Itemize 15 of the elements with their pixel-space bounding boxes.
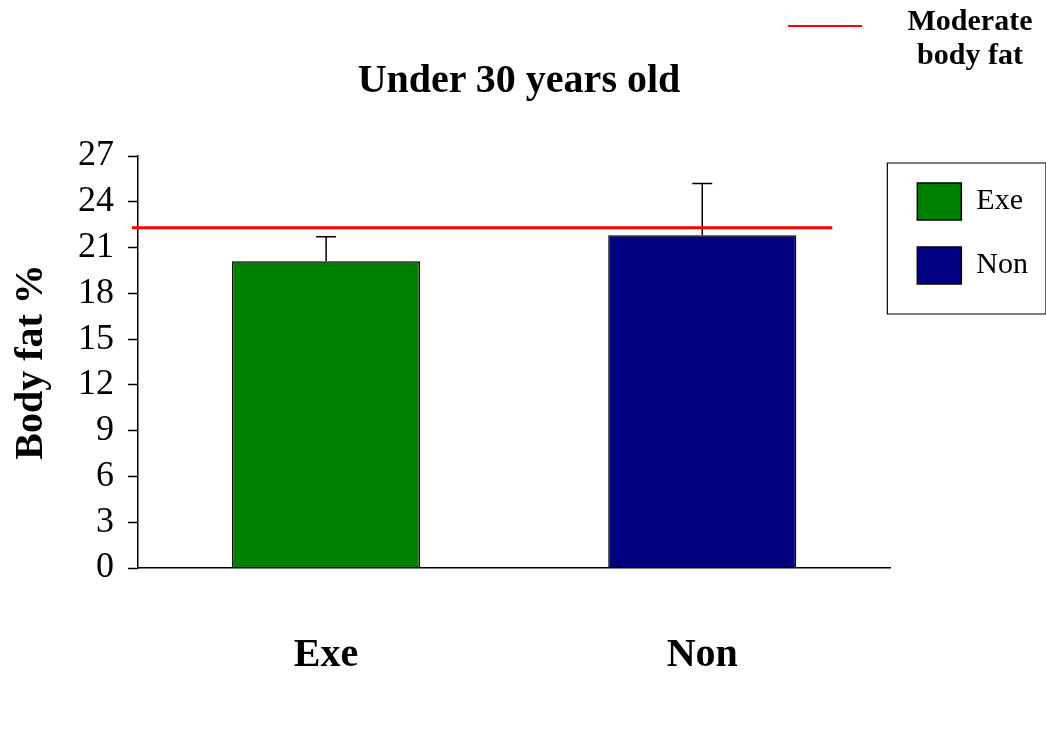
y-tick-label: 21: [78, 225, 114, 266]
chart-title: Under 30 years old: [357, 56, 681, 102]
y-tick-label: 9: [96, 408, 114, 449]
y-tick-label: 12: [78, 362, 114, 403]
legend-label: Non: [976, 246, 1029, 280]
y-tick-label: 6: [96, 453, 114, 494]
y-tick-label: 3: [96, 499, 114, 540]
legend-label: Exe: [976, 182, 1023, 216]
y-tick-label: 15: [78, 316, 114, 357]
y-axis-title: Body fat %: [6, 264, 52, 460]
y-tick-label: 0: [96, 545, 114, 586]
legend-label: Moderate body fat: [907, 2, 1033, 70]
y-tick-label: 18: [78, 270, 114, 311]
y-tick-label: 24: [78, 179, 114, 220]
y-tick-label: 27: [78, 133, 114, 174]
